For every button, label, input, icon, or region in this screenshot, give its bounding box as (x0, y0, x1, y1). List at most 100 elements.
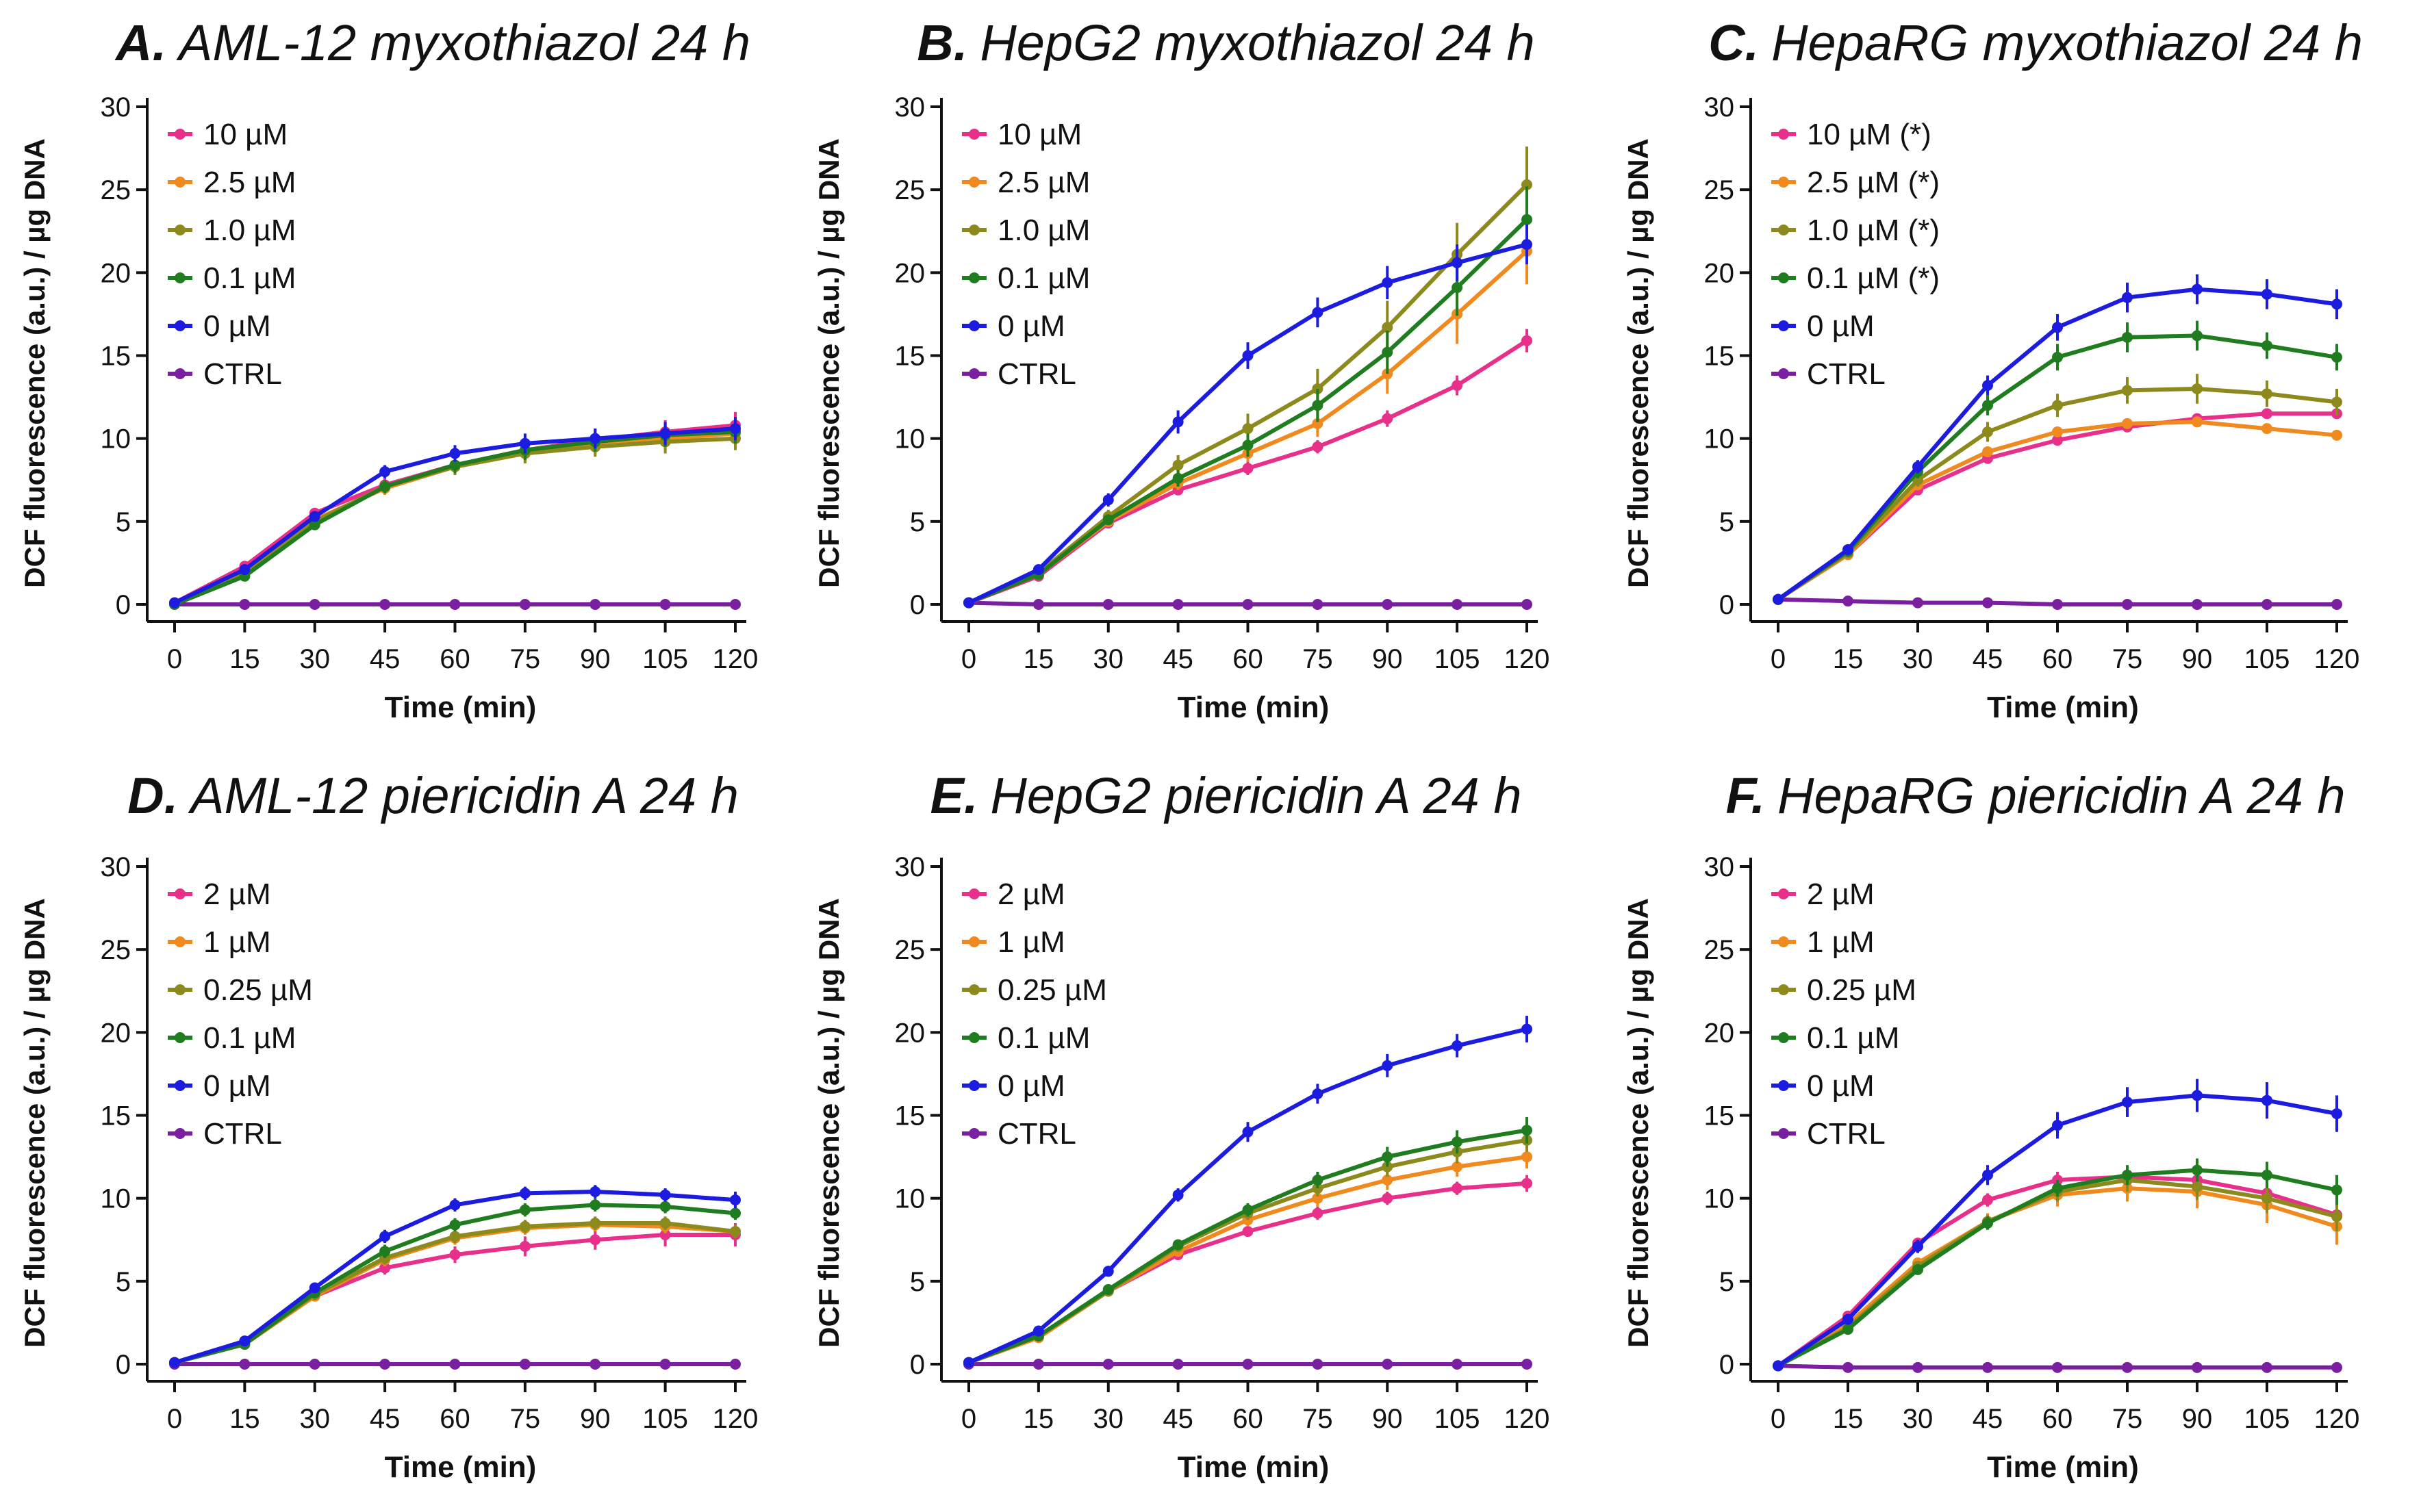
legend-swatch-marker (175, 984, 186, 995)
x-tick-label: 90 (580, 644, 611, 674)
data-point (1773, 593, 1784, 605)
chart-title: B. HepG2 myxothiazol 24 h (917, 14, 1534, 71)
data-point (1102, 1283, 1114, 1295)
legend-label: CTRL (1807, 1117, 1886, 1151)
series-line (1777, 1178, 2337, 1368)
y-tick-label: 10 (1704, 424, 1735, 454)
data-point (1982, 426, 1993, 437)
x-tick-label: 90 (1372, 644, 1403, 674)
y-tick-label: 15 (1704, 342, 1735, 372)
y-axis-label: DCF fluorescence (a.u.) / µg DNA (18, 138, 51, 588)
data-point (1032, 1325, 1044, 1337)
data-point (2192, 1090, 2203, 1101)
data-point (1382, 322, 1393, 333)
data-point (2052, 435, 2063, 446)
data-point (2261, 339, 2272, 351)
data-point (1102, 1266, 1114, 1277)
data-point (239, 1335, 251, 1347)
chart-title-letter: B. (917, 14, 967, 71)
data-point (309, 519, 320, 530)
data-point (2261, 1361, 2272, 1373)
legend-item: CTRL (168, 1117, 282, 1151)
series (963, 1359, 1532, 1370)
data-point (1452, 1359, 1463, 1370)
data-point (519, 1220, 531, 1232)
series (169, 599, 741, 610)
series (169, 1359, 741, 1370)
x-tick-label: 15 (229, 1404, 260, 1434)
legend-label: CTRL (998, 357, 1076, 391)
x-tick-label: 30 (1093, 1404, 1124, 1434)
x-axis-label: Time (min) (1178, 691, 1330, 724)
data-point (730, 599, 741, 610)
data-point (1982, 597, 1993, 608)
x-tick-label: 120 (713, 1404, 759, 1434)
legend-label: 1.0 µM (203, 214, 296, 247)
data-point (1452, 1161, 1463, 1173)
y-tick-label: 20 (895, 258, 926, 288)
data-point (1912, 461, 1923, 472)
data-point (239, 599, 251, 610)
legend-item: 0.1 µM (*) (1771, 261, 1940, 295)
chart-title: E. HepG2 piericidin A 24 h (930, 767, 1522, 824)
chart-title-letter: E. (930, 767, 978, 824)
data-point (659, 1189, 671, 1201)
x-tick-label: 45 (370, 1404, 401, 1434)
data-point (1382, 413, 1393, 424)
data-point (1521, 1125, 1532, 1136)
data-point (169, 1357, 180, 1368)
data-point (1982, 446, 1993, 458)
legend-label: 2 µM (203, 877, 271, 911)
legend-label: 0.1 µM (998, 261, 1090, 295)
data-point (590, 1199, 601, 1211)
y-axis-label: DCF fluorescence (a.u.) / µg DNA (1622, 898, 1654, 1348)
data-point (1982, 380, 1993, 392)
legend-item: 0.25 µM (962, 973, 1107, 1007)
x-tick-label: 0 (961, 644, 976, 674)
legend-item: 0.1 µM (168, 1021, 296, 1055)
y-tick-label: 25 (1704, 935, 1735, 965)
legend-swatch-marker (1778, 1128, 1789, 1139)
x-tick-label: 15 (1833, 1404, 1864, 1434)
legend-label: 2.5 µM (*) (1807, 166, 1940, 199)
x-tick-label: 105 (2244, 1404, 2290, 1434)
series-line (1777, 387, 2337, 602)
data-point (1982, 1194, 1993, 1206)
y-tick-label: 15 (101, 1101, 131, 1131)
data-point (379, 1231, 391, 1242)
x-tick-label: 30 (1093, 644, 1124, 674)
legend-swatch-marker (1778, 129, 1789, 140)
data-point (2331, 1361, 2342, 1373)
legend-label: 2 µM (1807, 877, 1875, 911)
y-tick-label: 5 (1719, 507, 1734, 537)
series (1773, 374, 2342, 605)
legend-swatch-marker (175, 1080, 186, 1091)
legend-label: 0.1 µM (*) (1807, 261, 1940, 295)
x-tick-label: 105 (2244, 644, 2290, 674)
chart-title-text: HepG2 piericidin A 24 h (990, 767, 1521, 824)
legend-swatch-marker (1778, 368, 1789, 379)
data-point (1312, 1175, 1323, 1186)
legend-item: 2 µM (962, 877, 1065, 911)
data-point (239, 564, 251, 576)
data-point (2122, 292, 2133, 303)
chart-panel: E. HepG2 piericidin A 24 h 0 5 10 15 20 25 30 0 15… (813, 767, 1549, 1484)
x-tick-label: 30 (300, 1404, 331, 1434)
data-point (1521, 335, 1532, 346)
series-line (967, 1155, 1528, 1365)
data-point (730, 1226, 741, 1238)
chart-title-letter: A. (114, 14, 166, 71)
x-tick-label: 15 (1833, 644, 1864, 674)
data-point (379, 599, 391, 610)
series-line (967, 1138, 1528, 1365)
data-point (1521, 239, 1532, 251)
y-tick-label: 10 (895, 1184, 926, 1214)
x-tick-label: 45 (1973, 1404, 2003, 1434)
data-point (1242, 1126, 1254, 1138)
y-tick-label: 15 (895, 1101, 926, 1131)
data-point (1842, 544, 1853, 556)
legend-swatch-marker (969, 368, 980, 379)
legend-item: 2.5 µM (962, 166, 1090, 199)
data-point (2261, 1192, 2272, 1204)
series (1773, 408, 2342, 605)
